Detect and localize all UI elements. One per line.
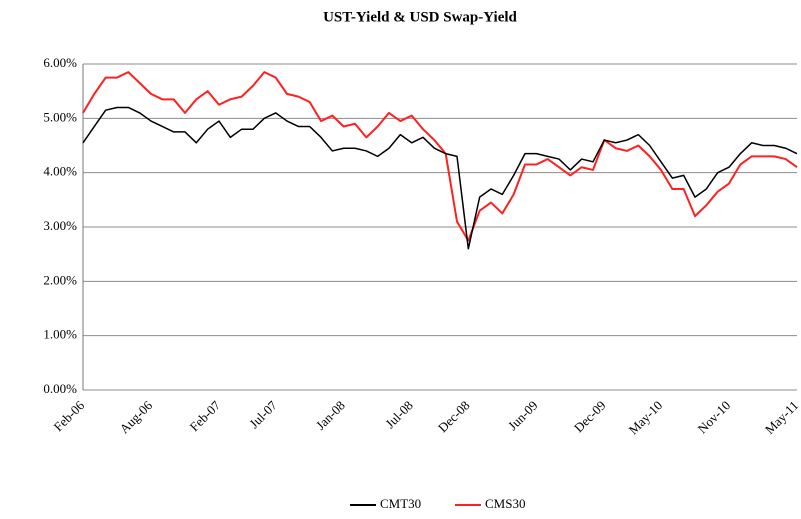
series-line: [82, 71, 798, 242]
y-tick-label: 1.00%: [43, 327, 77, 342]
x-tick-label: May-10: [626, 398, 666, 438]
x-tick-label: Jul-07: [246, 397, 280, 431]
y-tick-label: 4.00%: [43, 164, 77, 179]
x-tick-label: Jul-08: [382, 398, 416, 432]
x-tick-label: May-11: [762, 398, 801, 437]
legend-label: CMT30: [380, 496, 421, 511]
y-tick-label: 5.00%: [43, 109, 77, 124]
x-tick-label: Jun-09: [505, 398, 541, 434]
x-tick-label: Aug-06: [117, 397, 156, 436]
x-tick-label: Feb-07: [187, 397, 224, 434]
y-tick-label: 6.00%: [43, 55, 77, 70]
x-tick-label: Nov-10: [695, 398, 734, 437]
x-tick-label: Dec-09: [571, 398, 609, 436]
x-tick-label: Feb-06: [51, 397, 88, 434]
x-tick-label: Dec-08: [435, 398, 473, 436]
chart-title: UST-Yield & USD Swap-Yield: [323, 9, 517, 25]
y-tick-label: 2.00%: [43, 272, 77, 287]
y-tick-label: 0.00%: [43, 381, 77, 396]
x-tick-label: Jan-08: [313, 398, 348, 433]
y-tick-label: 3.00%: [43, 218, 77, 233]
legend-label: CMS30: [485, 496, 525, 511]
series-line: [82, 106, 798, 250]
